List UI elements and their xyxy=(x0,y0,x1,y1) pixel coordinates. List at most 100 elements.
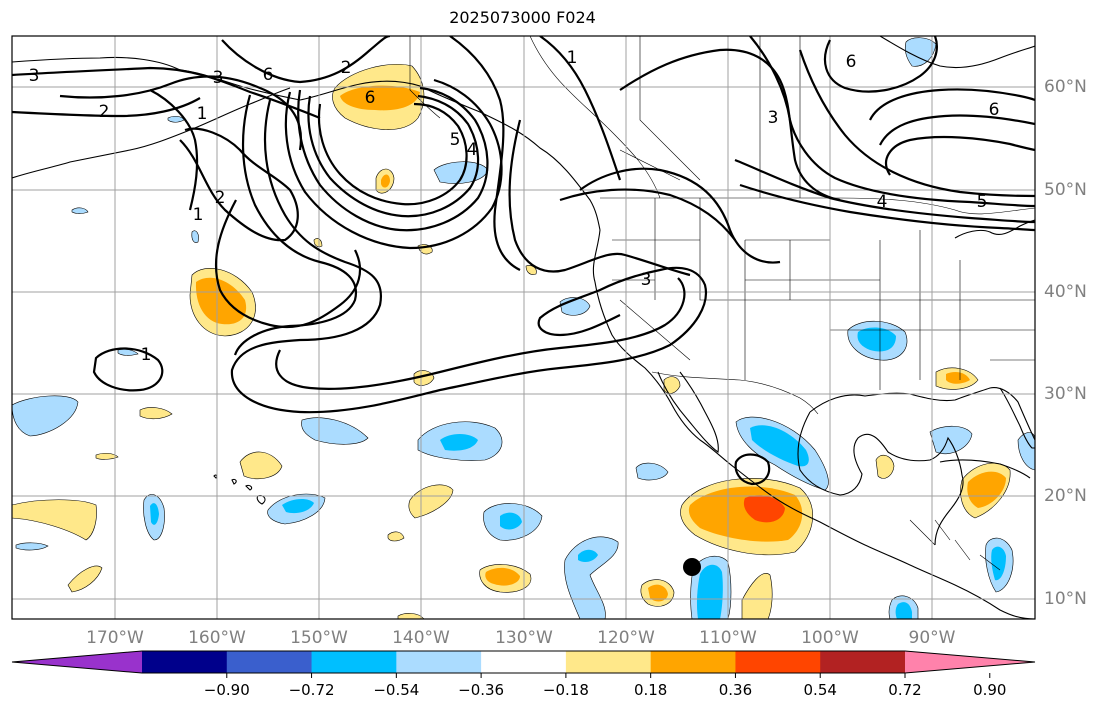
negative-anomaly-region xyxy=(904,37,937,67)
contour-line xyxy=(739,183,1035,232)
negative-anomaly-region xyxy=(191,230,199,243)
contour-labels: 3 1 2 3 6 2 6 1 2 1 5 4 3 1 3 6 4 5 6 xyxy=(29,48,1000,365)
lon-label: 150°W xyxy=(290,628,348,648)
positive-anomaly-region xyxy=(485,567,520,586)
contour-line xyxy=(297,86,489,232)
colorbar-tick-label: 0.36 xyxy=(719,681,752,699)
negative-anomaly-region xyxy=(750,425,809,467)
negative-anomaly-region xyxy=(15,542,49,551)
negative-anomaly-region xyxy=(500,512,522,530)
colorbar-segment xyxy=(481,651,567,673)
contour-line xyxy=(619,48,841,202)
lon-label: 170°W xyxy=(86,628,144,648)
contour-line xyxy=(59,75,303,151)
colorbar-segment xyxy=(565,651,652,673)
contour-line xyxy=(275,277,686,390)
contour-line xyxy=(734,158,1035,224)
colorbar-extend-low xyxy=(12,651,142,673)
colorbar-segment xyxy=(311,651,397,673)
shaded-anomalies xyxy=(12,37,1035,619)
contour-line xyxy=(559,188,736,241)
contour-label: 6 xyxy=(989,100,1000,120)
colorbar-tick-label: −0.18 xyxy=(543,681,589,699)
alaska-coastline xyxy=(12,56,601,231)
colorbar-tick-label: −0.90 xyxy=(204,681,250,699)
colorbar: −0.90 −0.72 −0.54 −0.36 −0.18 0.18 0.36 0.54 0.7… xyxy=(11,650,1036,699)
colorbar-tick-label: −0.54 xyxy=(373,681,419,699)
negative-anomaly-region xyxy=(1017,432,1035,471)
contour-line xyxy=(798,49,1035,198)
negative-anomaly-region xyxy=(929,425,973,454)
canadian-provinces xyxy=(529,36,801,199)
contour-line xyxy=(449,36,521,271)
lon-label: 130°W xyxy=(495,628,553,648)
contour-line xyxy=(307,94,480,218)
negative-anomaly-region xyxy=(150,503,159,525)
negative-anomaly-region xyxy=(167,115,185,123)
lon-label: 110°W xyxy=(699,628,757,648)
colorbar-tick-label: −0.36 xyxy=(458,681,504,699)
positive-anomaly-region xyxy=(743,495,785,523)
positive-anomaly-region xyxy=(875,454,895,479)
colorbar-segment xyxy=(396,651,482,673)
positive-anomaly-region xyxy=(95,452,119,460)
contour-label: 5 xyxy=(450,130,461,150)
contour-line xyxy=(749,36,1035,208)
contour-label: 6 xyxy=(263,65,274,85)
map-frame xyxy=(11,35,1036,620)
contour-label: 3 xyxy=(213,68,224,88)
positive-anomaly-region xyxy=(195,277,247,325)
contour-label: 1 xyxy=(567,48,578,68)
negative-anomaly-region xyxy=(564,536,619,619)
positive-anomaly-region xyxy=(525,265,537,275)
contour-label: 6 xyxy=(846,52,857,72)
contour-line xyxy=(869,88,1035,121)
colorbar-segment xyxy=(735,651,821,673)
central-america-borders xyxy=(909,519,1001,571)
negative-anomaly-region xyxy=(282,499,314,514)
negative-anomaly-region xyxy=(895,602,912,619)
colorbar-segment xyxy=(226,651,313,673)
positive-anomaly-region xyxy=(967,471,1006,508)
contour-label: 3 xyxy=(768,108,779,128)
positive-anomaly-region xyxy=(663,376,681,394)
negative-anomaly-region xyxy=(440,434,478,451)
contour-line xyxy=(823,36,938,93)
colorbar-segment xyxy=(820,651,906,673)
contour-line xyxy=(214,199,362,329)
contour-line xyxy=(885,135,1035,176)
contour-label: 1 xyxy=(193,205,204,225)
positive-anomaly-region xyxy=(946,372,970,384)
negative-anomaly-region xyxy=(71,207,89,214)
colorbar-tick-label: 0.54 xyxy=(804,681,837,699)
positive-anomaly-region xyxy=(313,238,323,248)
positive-anomaly-region xyxy=(239,451,283,479)
caribbean-islands xyxy=(939,459,1031,479)
lon-label: 140°W xyxy=(392,628,450,648)
contour-label: 1 xyxy=(197,104,208,124)
gulf-of-mexico-coast xyxy=(809,387,1035,441)
negative-anomaly-region xyxy=(635,462,669,481)
contour-line xyxy=(12,66,321,120)
contour-label: 2 xyxy=(215,188,226,208)
lon-label: 90°W xyxy=(909,628,956,648)
contour-line xyxy=(879,114,1035,146)
negative-anomaly-region xyxy=(857,327,896,352)
contour-label: 3 xyxy=(29,66,40,86)
contour-line xyxy=(539,36,622,181)
positive-anomaly-region xyxy=(139,407,173,420)
colorbar-tick-label: −0.72 xyxy=(289,681,335,699)
contour-line xyxy=(579,167,781,264)
colorbar-tick-label: 0.90 xyxy=(973,681,1006,699)
contour-line xyxy=(317,102,468,206)
contour-label: 4 xyxy=(467,140,478,160)
lat-label: 40°N xyxy=(1044,282,1087,302)
lat-label: 50°N xyxy=(1044,180,1087,200)
contour-line xyxy=(508,119,691,277)
latitude-labels: 10°N 20°N 30°N 40°N 50°N 60°N xyxy=(1044,77,1087,609)
lat-label: 20°N xyxy=(1044,486,1087,506)
alaska-canada-border xyxy=(409,36,441,119)
positive-anomaly-region xyxy=(381,174,390,188)
contour-lines xyxy=(12,36,1035,486)
